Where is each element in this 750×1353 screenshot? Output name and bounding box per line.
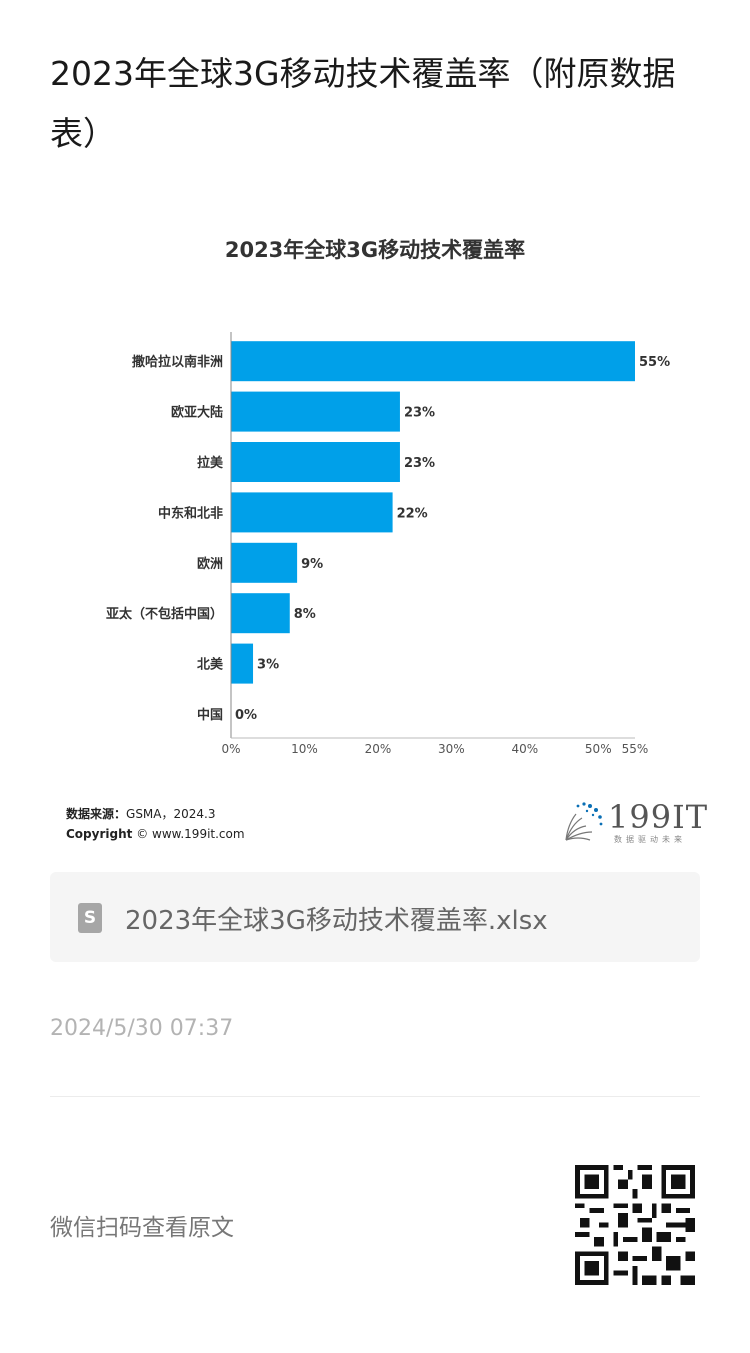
spreadsheet-file-icon: S [78,903,102,933]
dandelion-logo-icon [565,802,603,841]
data-label: 3% [257,658,279,673]
source-label: 数据来源： [66,807,127,821]
data-label: 9% [301,557,323,572]
chart-title: 2023年全球3G移动技术覆盖率 [224,238,526,262]
bar [231,341,635,382]
source-block: 数据来源：GSMA，2024.3 Copyright © www.199it.c… [66,804,245,844]
bar [231,391,400,432]
data-label: 0% [235,708,257,723]
chart-container: 2023年全球3G移动技术覆盖率 撒哈拉以南非洲 55% 欧亚大陆 23% 拉美 23% 中… [0,220,750,860]
x-tick-label: 20% [365,742,392,756]
category-label: 欧亚大陆 [171,405,223,421]
page-title: 2023年全球3G移动技术覆盖率（附原数据表） [50,54,676,153]
logo-subtitle: 数据驱动未来 [614,835,686,844]
copyright-text: © www.199it.com [136,827,245,841]
x-tick-label: 55% [622,742,649,756]
qr-code-icon[interactable] [575,1165,695,1285]
x-tick-label: 50% [585,742,612,756]
brand-logo: 199IT 数据驱动未来 [560,798,707,850]
category-label: 中国 [197,707,223,723]
bar [231,492,393,533]
data-label: 55% [639,355,670,370]
publish-date: 2024/5/30 07:37 [50,1016,234,1041]
file-icon-letter: S [83,908,97,928]
data-label: 23% [404,456,435,471]
x-tick-label: 10% [291,742,318,756]
data-label: 23% [404,406,435,421]
category-label: 欧洲 [197,556,223,572]
copyright-label: Copyright [66,827,133,841]
data-label: 22% [397,506,428,521]
category-label: 撒哈拉以南非洲 [132,354,223,370]
source-text: GSMA，2024.3 [126,807,216,821]
category-label: 中东和北非 [158,505,223,521]
bar [231,442,400,482]
scan-to-view-text: 微信扫码查看原文 [50,1215,234,1241]
category-label: 亚太（不包括中国） [106,606,223,622]
bar-chart: 撒哈拉以南非洲 55% 欧亚大陆 23% 拉美 23% 中东和北非 22% 欧洲 9% 亚太（不包括… [106,332,670,756]
x-tick-label: 30% [438,742,465,756]
category-label: 北美 [197,657,224,673]
attachment-filename[interactable]: 2023年全球3G移动技术覆盖率.xlsx [125,906,548,936]
logo-text: 199IT [608,798,709,836]
category-label: 拉美 [197,455,224,471]
data-label: 8% [294,607,316,622]
divider [50,1096,700,1097]
bar [231,643,254,684]
x-tick-label: 0% [221,742,240,756]
attachment-card[interactable]: S 2023年全球3G移动技术覆盖率.xlsx [50,872,700,962]
bar [231,542,298,583]
x-tick-label: 40% [511,742,538,756]
bar [231,593,290,634]
